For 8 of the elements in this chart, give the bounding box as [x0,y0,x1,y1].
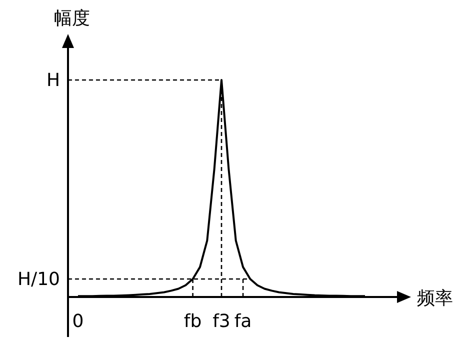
text: H/10 [17,268,60,290]
x-tick-label: fb [184,311,202,332]
x-tick-label: fa [234,311,252,332]
x-axis-title: 频率 [417,288,453,309]
x-tick-label: f3 [212,311,230,332]
text: H [46,70,60,91]
x-tick-label: 0 [72,311,84,332]
y-axis-title: 幅度 [54,8,90,29]
